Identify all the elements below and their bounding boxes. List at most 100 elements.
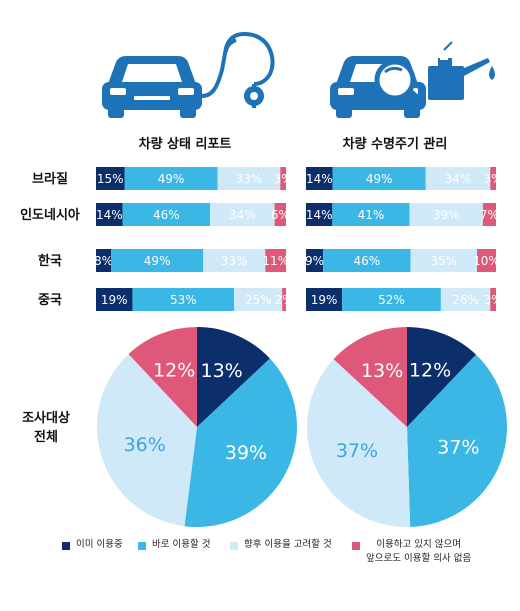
pie-value-label: 37%: [336, 440, 378, 462]
legend-item-no-intention: 이용하고 있지 않으며 앞으로도 이용할 의사 없음: [352, 538, 471, 566]
legend-item-considering: 향후 이용을 고려할 것: [230, 538, 332, 552]
bar-value-label: 34%: [229, 208, 256, 222]
bar-value-label: 6%: [271, 208, 290, 222]
chart-title-lifecycle: 차량 수명주기 관리: [343, 136, 448, 152]
bar-segment-will-use-soon: [342, 288, 441, 311]
overall-label-line1: 조사대상: [22, 410, 70, 426]
bar-segment-already-using: [96, 167, 125, 190]
row-label: 한국: [38, 253, 62, 269]
bar-segment-no-intention: [274, 203, 286, 226]
bar-segment-will-use-soon: [332, 203, 410, 226]
pie-chart-lifecycle: 12% 37% 37% 13%: [307, 327, 507, 527]
bar-chart-lifecycle: 14% 49% 34% 3% 14% 41% 39% 7% 9% 46% 35% 10% 19% 52% 2…: [305, 167, 503, 311]
pie-value-label: 12%: [409, 359, 451, 381]
bar-value-label: 33%: [236, 172, 263, 186]
bar-segment-will-use-soon: [111, 249, 204, 272]
pie-value-label: 13%: [201, 360, 243, 382]
legend-label: 이용하고 있지 않으며 앞으로도 이용할 의사 없음: [366, 538, 471, 566]
pie-slice-already-using: [407, 327, 477, 427]
legend-swatch: [230, 542, 238, 550]
pie-value-label: 12%: [153, 359, 195, 381]
bar-segment-already-using: [306, 203, 333, 226]
legend-swatch: [352, 542, 360, 550]
legend-label: 향후 이용을 고려할 것: [244, 539, 332, 550]
pie-slice-considering: [307, 359, 411, 527]
legend-swatch: [62, 542, 70, 550]
bar-value-label: 11%: [262, 254, 289, 268]
bar-segment-considering: [440, 288, 491, 311]
pie-slice-will-use-soon: [407, 354, 507, 527]
bar-value-label: 39%: [433, 208, 460, 222]
bar-segment-already-using: [96, 288, 133, 311]
bar-segment-will-use-soon: [124, 167, 218, 190]
legend-label-line2: 앞으로도 이용할 의사 없음: [366, 553, 472, 564]
bar-value-label: 35%: [430, 254, 457, 268]
legend-label: 바로 이용할 것: [152, 539, 211, 550]
overall-label-line2: 전체: [34, 429, 58, 445]
bar-value-label: 3%: [484, 293, 503, 307]
chart-title-vehicle-status: 차량 상태 리포트: [139, 136, 232, 152]
pie-value-label: 37%: [437, 437, 479, 459]
bar-segment-no-intention: [477, 249, 496, 272]
bar-segment-no-intention: [490, 167, 496, 190]
bar-value-label: 46%: [153, 208, 180, 222]
bar-segment-will-use-soon: [132, 288, 235, 311]
bar-value-label: 15%: [97, 172, 124, 186]
bar-value-label: 53%: [170, 293, 197, 307]
pie-slice-will-use-soon: [184, 358, 297, 527]
bar-segment-no-intention: [265, 249, 286, 272]
bar-segment-considering: [234, 288, 283, 311]
bar-segment-no-intention: [490, 288, 496, 311]
bar-value-label: 19%: [101, 293, 128, 307]
bar-value-label: 52%: [378, 293, 405, 307]
bar-value-label: 49%: [158, 172, 185, 186]
legend-label: 이미 이용중: [76, 539, 123, 550]
bar-value-label: 10%: [473, 254, 500, 268]
row-label: 브라질: [32, 171, 68, 187]
legend-item-will-use-soon: 바로 이용할 것: [138, 538, 210, 552]
pie-slice-considering: [97, 354, 197, 527]
bar-value-label: 49%: [144, 254, 171, 268]
pie-slice-already-using: [197, 327, 270, 427]
car-oil-can-icon: [330, 41, 495, 118]
bar-value-label: 41%: [358, 208, 385, 222]
bar-segment-considering: [410, 249, 477, 272]
bar-segment-considering: [203, 249, 266, 272]
pie-chart-vehicle-status: 13% 39% 36% 12%: [97, 327, 297, 527]
bar-value-label: 14%: [306, 172, 333, 186]
bar-value-label: 8%: [94, 254, 113, 268]
bar-value-label: 26%: [452, 293, 479, 307]
bar-segment-already-using: [96, 203, 123, 226]
bar-value-label: 25%: [245, 293, 272, 307]
bar-value-label: 2%: [275, 293, 294, 307]
bar-segment-considering: [210, 203, 275, 226]
bar-segment-already-using: [96, 249, 112, 272]
pie-slice-no-intention: [128, 327, 197, 427]
car-stethoscope-icon: [102, 32, 275, 118]
bar-segment-will-use-soon: [122, 203, 210, 226]
bar-segment-no-intention: [280, 167, 286, 190]
bar-value-label: 14%: [96, 208, 123, 222]
bar-value-label: 3%: [484, 172, 503, 186]
bar-segment-considering: [217, 167, 281, 190]
bar-segment-already-using: [306, 288, 343, 311]
row-label: 중국: [38, 293, 62, 308]
row-label: 인도네시아: [20, 207, 80, 223]
bar-segment-considering: [425, 167, 491, 190]
bar-value-label: 3%: [274, 172, 293, 186]
bar-segment-no-intention: [482, 203, 496, 226]
bar-segment-no-intention: [282, 288, 286, 311]
bar-segment-will-use-soon: [323, 249, 411, 272]
bar-segment-already-using: [306, 249, 324, 272]
bar-value-label: 9%: [305, 254, 324, 268]
pie-slice-no-intention: [333, 327, 407, 427]
legend-swatch: [138, 542, 146, 550]
bar-value-label: 49%: [366, 172, 393, 186]
legend-label-line1: 이용하고 있지 않으며: [376, 539, 461, 550]
bar-segment-will-use-soon: [332, 167, 426, 190]
legend-item-already-using: 이미 이용중: [62, 538, 123, 552]
bar-segment-already-using: [306, 167, 333, 190]
bar-segment-considering: [409, 203, 483, 226]
